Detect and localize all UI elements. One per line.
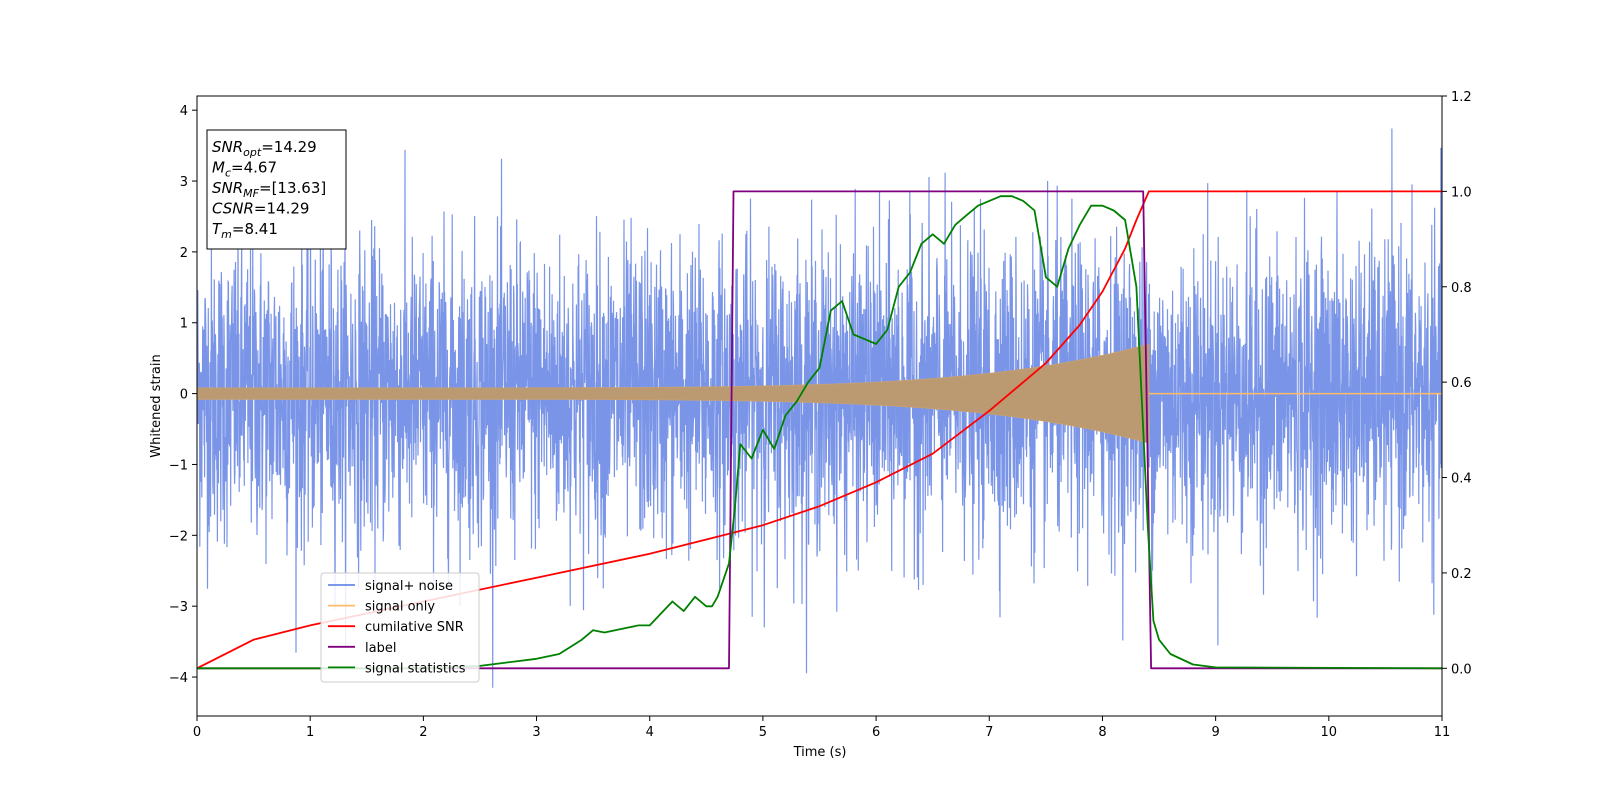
info-box-frame — [206, 129, 347, 250]
legend-label-1: signal only — [365, 600, 435, 615]
x-tick-label-7: 7 — [985, 725, 993, 740]
y-right-tick-label-2: 0.4 — [1451, 472, 1472, 487]
info-line-1: Mc=4.67 — [212, 159, 277, 180]
info-line-4: Tm=8.41 — [212, 220, 278, 241]
y-left-tick-label-4: 0 — [180, 388, 188, 403]
y-axis-label: Whitened strain — [149, 354, 164, 457]
legend-label-4: signal statistics — [365, 661, 466, 676]
y-left-tick-label-8: 4 — [180, 104, 188, 119]
info-line-3: CSNR=14.29 — [212, 200, 309, 218]
y-right-tick-label-6: 1.2 — [1451, 90, 1472, 105]
series-signal-only — [197, 343, 1150, 444]
y-left-tick-label-2: −2 — [169, 529, 188, 544]
y-left-tick-label-5: 1 — [180, 317, 188, 332]
x-tick-label-6: 6 — [872, 725, 880, 740]
x-tick-label-9: 9 — [1211, 725, 1219, 740]
x-tick-label-0: 0 — [193, 725, 201, 740]
axes-layer: 0 1 2 3 4 5 6 7 8 9 10 11 −4 −3 −2 −1 0 1 2 3 4 0.0 0.2 0.4 0.6 0… — [169, 90, 1472, 740]
plot-frame — [196, 95, 1443, 717]
y-right-tick-label-4: 0.8 — [1451, 281, 1472, 296]
y-right-tick-label-0: 0.0 — [1451, 662, 1472, 677]
series-signal-statistics — [197, 195, 1442, 670]
x-tick-label-1: 1 — [306, 725, 314, 740]
info-box: SNRopt=14.29Mc=4.67SNRMF=[13.63]CSNR=14.… — [206, 129, 347, 250]
x-tick-label-2: 2 — [419, 725, 427, 740]
x-tick-label-3: 3 — [532, 725, 540, 740]
series-label — [197, 190, 1442, 670]
info-line-0: SNRopt=14.29 — [212, 138, 317, 159]
y-left-tick-label-7: 3 — [180, 175, 188, 190]
x-tick-label-4: 4 — [646, 725, 654, 740]
legend: signal+ noise signal only cumilative SNR la… — [320, 572, 480, 683]
x-tick-label-10: 10 — [1321, 725, 1338, 740]
info-line-2: SNRMF=[13.63] — [212, 179, 326, 200]
x-axis-label: Time (s) — [793, 745, 847, 760]
x-tick-label-8: 8 — [1098, 725, 1106, 740]
legend-label-3: label — [365, 641, 396, 656]
x-tick-label-5: 5 — [759, 725, 767, 740]
y-left-tick-label-6: 2 — [180, 246, 188, 261]
y-right-tick-label-5: 1.0 — [1451, 185, 1472, 200]
y-right-tick-label-1: 0.2 — [1451, 567, 1472, 582]
y-left-tick-label-3: −1 — [169, 458, 188, 473]
legend-label-0: signal+ noise — [365, 579, 453, 594]
x-tick-label-11: 11 — [1434, 725, 1451, 740]
y-left-tick-label-0: −4 — [169, 671, 188, 686]
legend-frame — [320, 572, 480, 683]
legend-label-2: cumilative SNR — [365, 620, 464, 635]
y-left-tick-label-1: −3 — [169, 600, 188, 615]
y-right-tick-label-3: 0.6 — [1451, 376, 1472, 391]
